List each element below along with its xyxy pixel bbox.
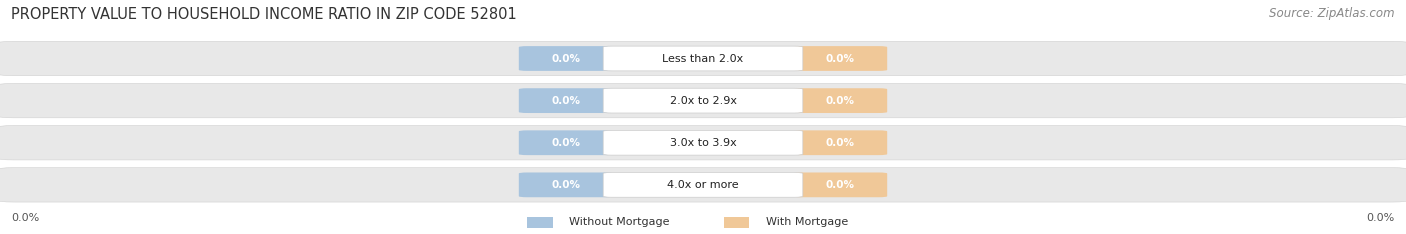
Text: 0.0%: 0.0% — [825, 54, 855, 63]
Text: 4.0x or more: 4.0x or more — [668, 180, 738, 190]
Text: With Mortgage: With Mortgage — [766, 217, 848, 227]
Text: 0.0%: 0.0% — [1367, 213, 1395, 223]
FancyBboxPatch shape — [519, 88, 613, 113]
Text: PROPERTY VALUE TO HOUSEHOLD INCOME RATIO IN ZIP CODE 52801: PROPERTY VALUE TO HOUSEHOLD INCOME RATIO… — [11, 7, 517, 22]
FancyBboxPatch shape — [603, 88, 803, 113]
Text: 0.0%: 0.0% — [825, 180, 855, 190]
FancyBboxPatch shape — [0, 41, 1406, 76]
FancyBboxPatch shape — [0, 168, 1406, 202]
FancyBboxPatch shape — [519, 172, 613, 197]
Text: Without Mortgage: Without Mortgage — [569, 217, 669, 227]
FancyBboxPatch shape — [793, 172, 887, 197]
Text: 0.0%: 0.0% — [551, 180, 581, 190]
Text: 0.0%: 0.0% — [825, 138, 855, 148]
FancyBboxPatch shape — [603, 130, 803, 155]
Text: 0.0%: 0.0% — [551, 96, 581, 106]
FancyBboxPatch shape — [519, 46, 613, 71]
FancyBboxPatch shape — [0, 84, 1406, 118]
Text: Source: ZipAtlas.com: Source: ZipAtlas.com — [1270, 7, 1395, 20]
FancyBboxPatch shape — [603, 172, 803, 197]
FancyBboxPatch shape — [793, 88, 887, 113]
Text: 0.0%: 0.0% — [551, 138, 581, 148]
FancyBboxPatch shape — [793, 130, 887, 155]
FancyBboxPatch shape — [793, 46, 887, 71]
Text: 0.0%: 0.0% — [551, 54, 581, 63]
Text: 2.0x to 2.9x: 2.0x to 2.9x — [669, 96, 737, 106]
Text: 0.0%: 0.0% — [11, 213, 39, 223]
FancyBboxPatch shape — [519, 130, 613, 155]
Text: 0.0%: 0.0% — [825, 96, 855, 106]
FancyBboxPatch shape — [0, 126, 1406, 160]
FancyBboxPatch shape — [603, 46, 803, 71]
Text: 3.0x to 3.9x: 3.0x to 3.9x — [669, 138, 737, 148]
Text: Less than 2.0x: Less than 2.0x — [662, 54, 744, 63]
